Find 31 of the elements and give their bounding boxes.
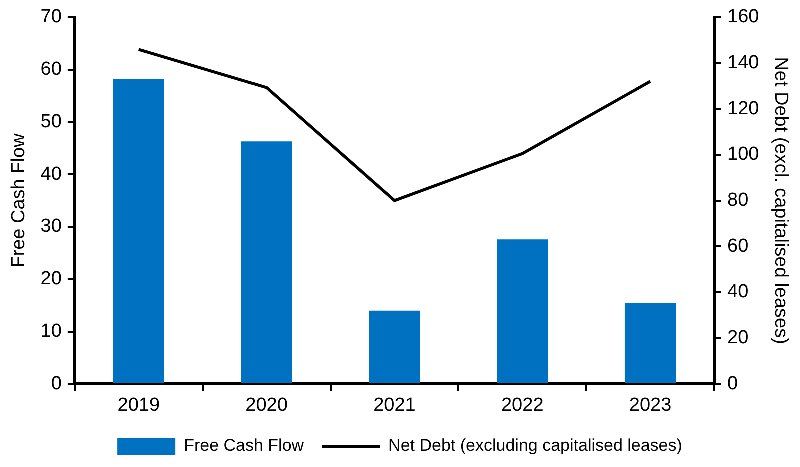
y2-tick-label: 100 bbox=[728, 144, 760, 166]
y-tick-label: 50 bbox=[40, 111, 62, 132]
y2-tick-label: 120 bbox=[728, 98, 760, 120]
legend-label: Net Debt (excluding capitalised leases) bbox=[388, 436, 682, 456]
bar bbox=[497, 240, 548, 384]
y-tick-label: 20 bbox=[40, 268, 62, 290]
legend-label: Free Cash Flow bbox=[184, 436, 305, 456]
y2-axis-title: Net Debt (excl. capitalised leases) bbox=[770, 57, 792, 344]
y-tick-label: 30 bbox=[40, 216, 62, 238]
y2-tick-label: 160 bbox=[728, 6, 760, 28]
y-tick-label: 0 bbox=[51, 373, 62, 394]
bar bbox=[241, 142, 292, 384]
y-axis-title: Free Cash Flow bbox=[8, 133, 30, 268]
bar bbox=[369, 310, 420, 384]
y-tick-label: 70 bbox=[40, 6, 62, 28]
bar bbox=[113, 79, 164, 384]
x-tick-label: 2022 bbox=[501, 394, 544, 416]
y2-tick-label: 60 bbox=[728, 236, 749, 257]
y2-tick-label: 140 bbox=[728, 52, 760, 74]
x-tick-label: 2020 bbox=[246, 394, 288, 416]
y-tick-label: 40 bbox=[40, 164, 62, 185]
y2-tick-label: 40 bbox=[728, 282, 749, 303]
x-tick-label: 2021 bbox=[374, 394, 416, 416]
y2-tick-label: 0 bbox=[728, 373, 738, 394]
x-tick-label: 2019 bbox=[118, 394, 160, 416]
bar bbox=[624, 304, 676, 384]
y-tick-label: 60 bbox=[40, 59, 62, 80]
y2-tick-label: 80 bbox=[728, 190, 749, 212]
x-tick-label: 2023 bbox=[629, 394, 672, 416]
y2-tick-label: 20 bbox=[728, 328, 749, 349]
y-tick-label: 10 bbox=[40, 321, 62, 342]
